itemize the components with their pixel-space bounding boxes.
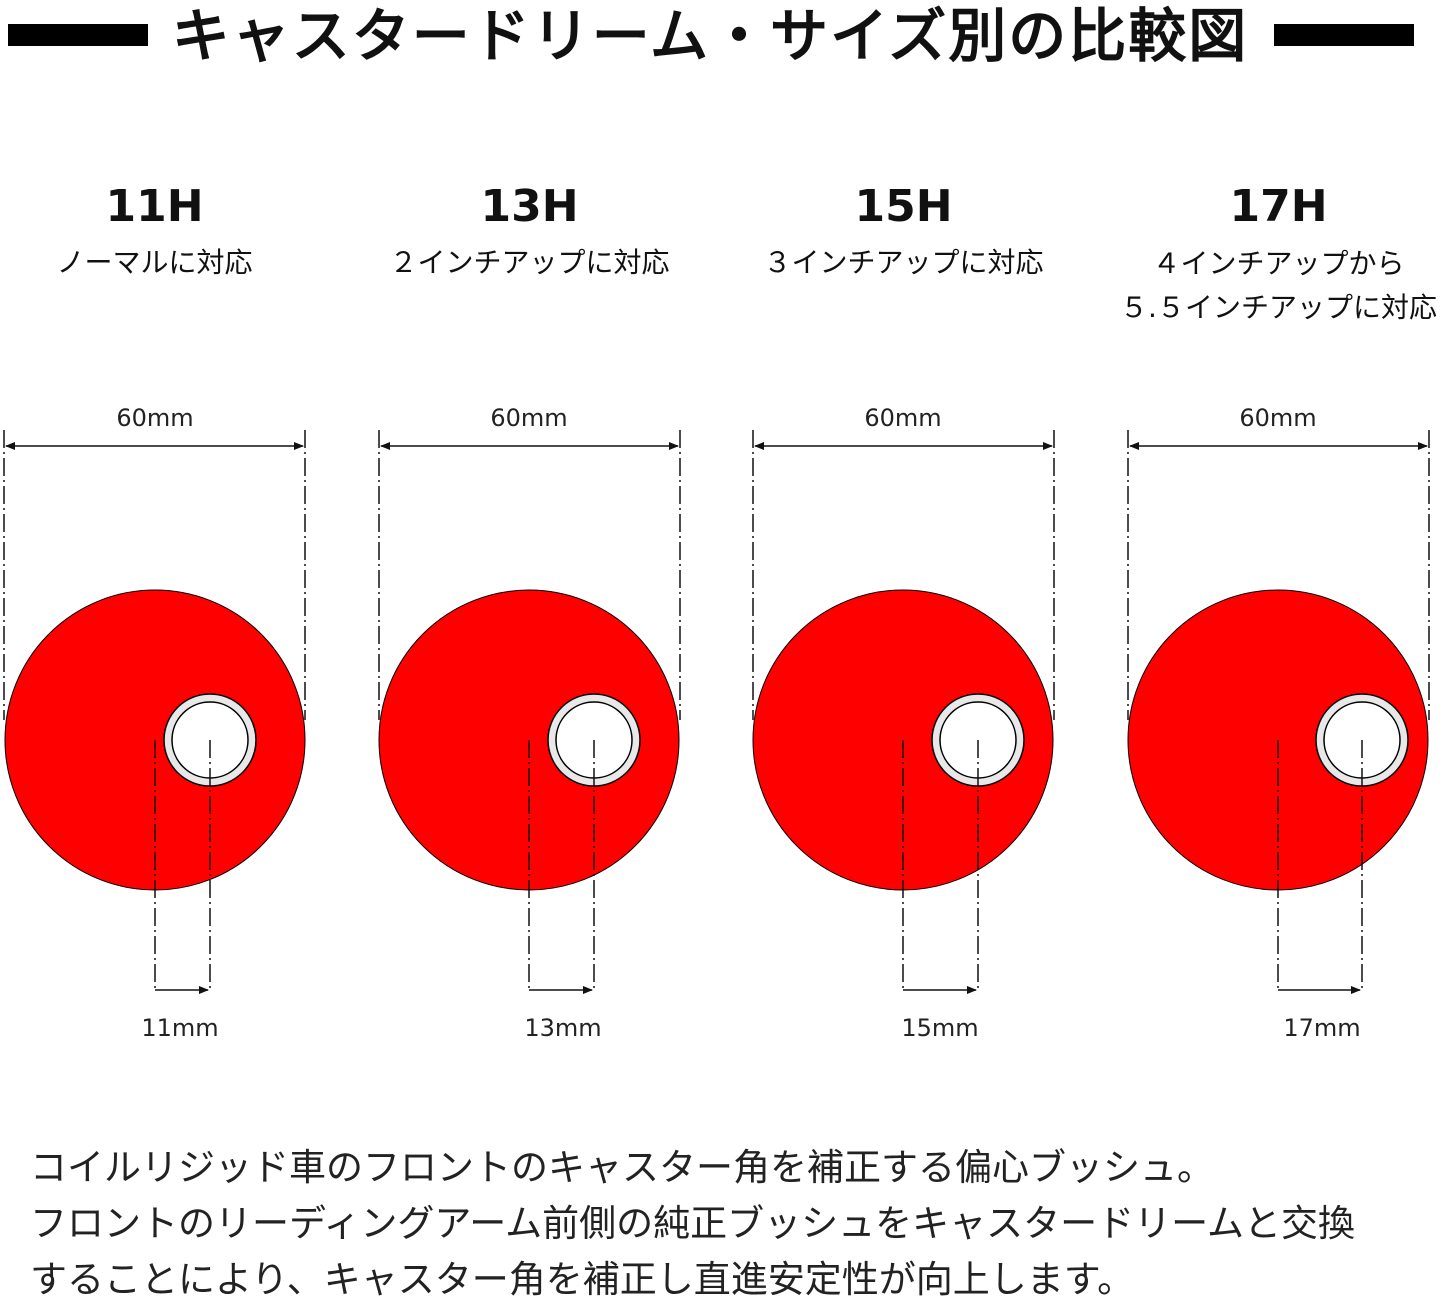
model-header-17h: 17H ４インチアップから ５.５インチアップに対応 (1091, 180, 1447, 330)
offset-label: 13mm (524, 1014, 601, 1042)
description-block: コイルリジッド車のフロントのキャスター角を補正する偏心ブッシュ。 フロントのリー… (30, 1140, 1430, 1308)
description-line-2: フロントのリーディングアーム前側の純正ブッシュをキャスタードリームと交換 (30, 1202, 1355, 1245)
model-header-11h: 11H ノーマルに対応 (0, 180, 342, 284)
description-line-3: することにより、キャスター角を補正し直進安定性が向上します。 (30, 1258, 1135, 1301)
model-header-13h: 13H ２インチアップに対応 (342, 180, 717, 284)
title-left-bar (8, 24, 148, 46)
bushing-17h: 60mm 17mm (1127, 404, 1430, 1042)
model-name: 11H (105, 181, 204, 232)
model-desc: ノーマルに対応 (56, 246, 253, 279)
diameter-label: 60mm (116, 404, 193, 432)
model-desc-line-2: ５.５インチアップに対応 (1120, 291, 1437, 324)
model-name: 17H (1229, 181, 1328, 232)
model-name: 13H (480, 181, 579, 232)
diameter-label: 60mm (864, 404, 941, 432)
title-bar: キャスタードリーム・サイズ別の比較図 (0, 0, 1447, 72)
model-desc-line-1: ４インチアップから (1152, 247, 1405, 280)
diameter-label: 60mm (1239, 404, 1316, 432)
offset-label: 17mm (1283, 1014, 1360, 1042)
bushing-15h: 60mm 15mm (752, 404, 1055, 1042)
bushing-diagrams: 60mm 11mm 60mm 13mm 60mm 15mm (3, 404, 1430, 1042)
offset-label: 11mm (141, 1014, 218, 1042)
page-title: キャスタードリーム・サイズ別の比較図 (171, 2, 1249, 70)
model-header-15h: 15H ３インチアップに対応 (716, 180, 1091, 284)
model-desc: ３インチアップに対応 (763, 246, 1044, 279)
offset-label: 15mm (901, 1014, 978, 1042)
model-desc: ２インチアップに対応 (389, 246, 670, 279)
description-line-1: コイルリジッド車のフロントのキャスター角を補正する偏心ブッシュ。 (30, 1146, 1214, 1189)
model-name: 15H (854, 181, 953, 232)
model-desc: ４インチアップから ５.５インチアップに対応 (1091, 242, 1447, 330)
title-right-bar (1274, 24, 1414, 46)
bushing-13h: 60mm 13mm (378, 404, 681, 1042)
bushing-11h: 60mm 11mm (3, 404, 306, 1042)
diameter-label: 60mm (490, 404, 567, 432)
